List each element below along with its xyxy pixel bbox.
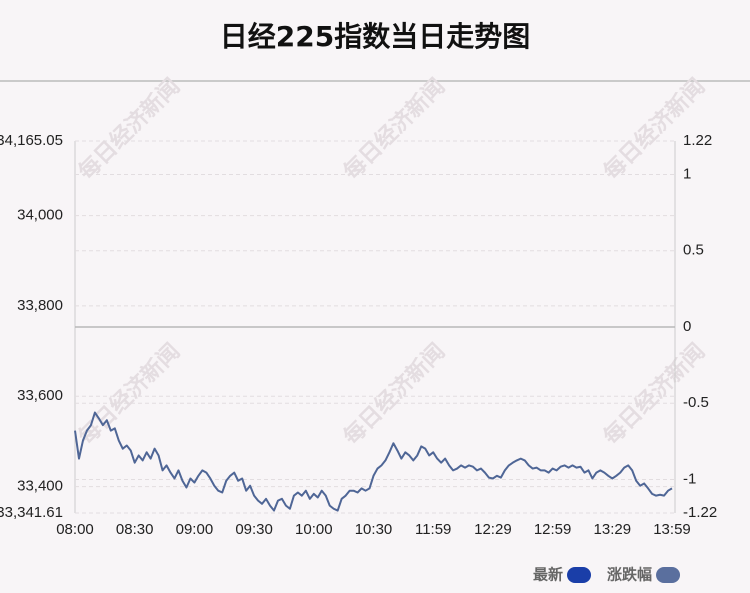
legend-label: 涨跌幅 [607,566,652,584]
x-tick-label: 13:59 [653,521,691,538]
y2-tick-label: -1.22 [683,504,717,521]
watermark: 每日经济新闻 [598,73,710,185]
x-tick-label: 09:30 [235,521,273,538]
y-tick-label: 33,600 [17,387,63,404]
watermark: 每日经济新闻 [338,73,450,185]
watermark: 每日经济新闻 [73,73,185,185]
legend-swatch [567,567,592,583]
y2-tick-label: 0.5 [683,242,704,259]
y2-tick-label: 1 [683,166,691,183]
y2-tick-label: 1.22 [683,132,712,149]
series-line [74,411,673,512]
y2-tick-label: -1 [683,470,696,487]
x-tick-label: 08:30 [116,521,154,538]
y2-tick-label: 0 [683,318,691,335]
y-tick-label: 34,165.05 [0,132,63,149]
y-tick-label: 33,341.61 [0,504,63,521]
x-tick-label: 09:00 [176,521,214,538]
y2-tick-label: -0.5 [683,394,709,411]
x-tick-label: 13:29 [594,521,632,538]
y-tick-label: 33,400 [17,478,63,495]
x-tick-label: 08:00 [56,521,94,538]
y-tick-label: 33,800 [17,297,63,314]
chart-title: 日经225指数当日走势图 [220,20,530,53]
x-tick-label: 12:59 [534,521,572,538]
legend-swatch [656,567,681,583]
y-tick-label: 34,000 [17,207,63,224]
x-tick-label: 10:00 [295,521,333,538]
watermark: 每日经济新闻 [338,338,450,450]
x-tick-label: 12:29 [474,521,512,538]
x-tick-label: 11:59 [415,521,451,538]
x-tick-label: 10:30 [355,521,393,538]
legend-label: 最新 [533,566,563,584]
watermark: 每日经济新闻 [73,338,185,450]
